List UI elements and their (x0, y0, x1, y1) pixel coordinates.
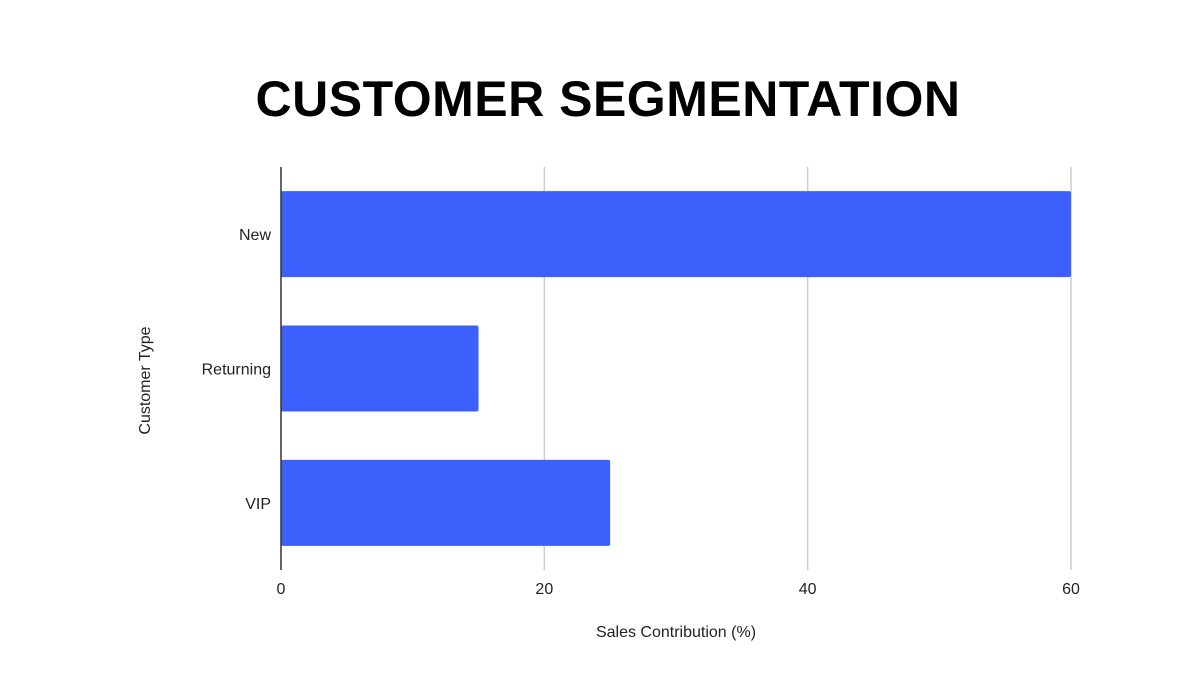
y-tick-label: Returning (202, 362, 271, 379)
x-tick-label: 40 (799, 581, 817, 598)
bar-returning (281, 325, 479, 412)
chart-title: CUSTOMER SEGMENTATION (255, 71, 961, 127)
x-axis-title: Sales Contribution (%) (596, 624, 756, 641)
bars (281, 191, 1071, 546)
x-tick-label: 60 (1062, 581, 1080, 598)
bar-new (281, 191, 1071, 278)
y-tick-label: New (239, 227, 271, 244)
x-tick-labels: 0 20 40 60 (277, 581, 1080, 598)
bar-vip (281, 459, 611, 546)
y-axis-title: Customer Type (137, 326, 154, 434)
y-tick-labels: New Returning VIP (202, 227, 272, 513)
x-tick-label: 20 (535, 581, 553, 598)
x-tick-label: 0 (277, 581, 286, 598)
y-tick-label: VIP (245, 496, 271, 513)
